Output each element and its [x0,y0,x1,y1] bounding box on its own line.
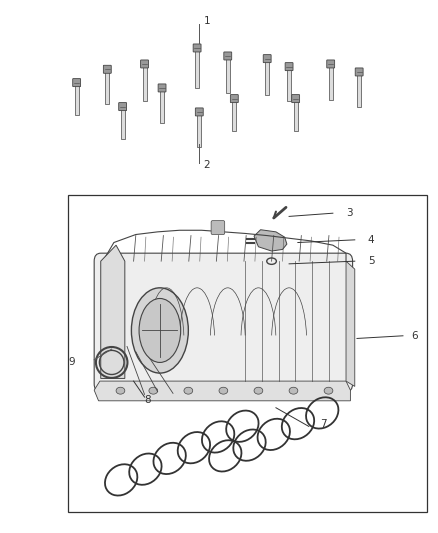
Ellipse shape [139,298,180,362]
Text: 8: 8 [145,395,151,405]
Bar [105,69,110,104]
Ellipse shape [324,387,333,394]
Ellipse shape [254,387,263,394]
Bar [68,195,427,512]
Polygon shape [101,245,125,378]
FancyBboxPatch shape [119,102,127,110]
FancyBboxPatch shape [73,78,81,86]
Text: 1: 1 [204,17,210,26]
Bar [265,59,269,95]
Text: 5: 5 [368,256,374,266]
Bar [293,99,298,131]
Polygon shape [94,381,350,401]
FancyBboxPatch shape [158,84,166,92]
Text: 4: 4 [368,235,374,245]
FancyBboxPatch shape [292,95,300,102]
Bar [74,83,78,115]
Bar [197,112,201,147]
Bar [233,99,237,131]
Bar [226,56,230,93]
Polygon shape [254,230,287,251]
Ellipse shape [131,288,188,373]
Ellipse shape [116,387,125,394]
FancyBboxPatch shape [211,221,225,235]
Text: 2: 2 [204,160,210,170]
Polygon shape [346,261,355,386]
Text: 6: 6 [412,331,418,341]
Text: 9: 9 [68,358,74,367]
Text: 3: 3 [346,208,353,218]
Ellipse shape [219,387,228,394]
FancyBboxPatch shape [94,253,353,392]
FancyBboxPatch shape [327,60,335,68]
FancyBboxPatch shape [263,54,271,62]
FancyBboxPatch shape [193,44,201,52]
FancyBboxPatch shape [141,60,148,68]
Ellipse shape [149,387,158,394]
Ellipse shape [289,387,298,394]
FancyBboxPatch shape [195,108,203,116]
Bar [121,107,125,139]
FancyBboxPatch shape [230,95,238,102]
FancyBboxPatch shape [355,68,363,76]
Ellipse shape [184,387,193,394]
Bar [328,64,333,100]
FancyBboxPatch shape [103,65,111,73]
Bar [195,48,199,88]
FancyBboxPatch shape [285,62,293,70]
Bar [160,88,164,123]
Bar [287,67,291,101]
FancyBboxPatch shape [224,52,232,60]
Bar [357,72,361,107]
Bar [143,64,146,101]
Text: 7: 7 [320,419,326,429]
